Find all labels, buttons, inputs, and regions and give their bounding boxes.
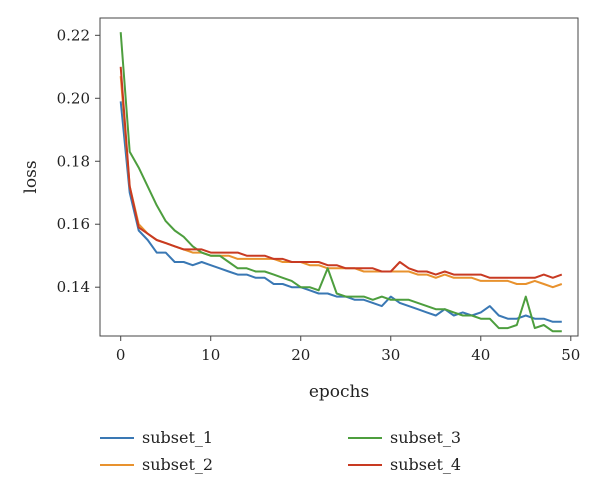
legend-item-subset-4: subset_4 (348, 455, 461, 474)
legend: subset_1 subset_3 subset_2 subset_4 (100, 428, 461, 474)
y-tick-label: 0.14 (57, 278, 90, 296)
legend-label: subset_3 (390, 428, 461, 447)
y-tick-label: 0.22 (57, 26, 90, 44)
plot-frame (99, 17, 579, 337)
series-line-subset-4 (119, 66, 563, 279)
x-tick-label: 50 (561, 346, 580, 364)
legend-label: subset_4 (390, 455, 461, 474)
legend-label: subset_2 (142, 455, 213, 474)
series-line-subset-1 (119, 101, 562, 323)
legend-item-subset-1: subset_1 (100, 428, 213, 447)
series-line-subset-3 (119, 32, 562, 333)
legend-item-subset-3: subset_3 (348, 428, 461, 447)
y-axis: 0.14 0.16 0.18 0.20 0.22 (57, 26, 100, 296)
legend-item-subset-2: subset_2 (100, 455, 213, 474)
x-tick-label: 40 (471, 346, 490, 364)
y-axis-label: loss (21, 160, 41, 193)
legend-label: subset_1 (142, 428, 213, 447)
x-tick-label: 0 (116, 346, 126, 364)
x-tick-label: 30 (381, 346, 400, 364)
y-tick-label: 0.16 (57, 215, 90, 233)
x-tick-label: 10 (201, 346, 220, 364)
y-tick-label: 0.18 (57, 152, 90, 170)
y-tick-label: 0.20 (57, 89, 90, 107)
x-axis-label: epochs (309, 382, 369, 402)
series-line-subset-2 (119, 76, 563, 289)
series-lines (119, 32, 563, 333)
x-axis: 0 10 20 30 40 50 (116, 336, 580, 364)
x-tick-label: 20 (291, 346, 310, 364)
